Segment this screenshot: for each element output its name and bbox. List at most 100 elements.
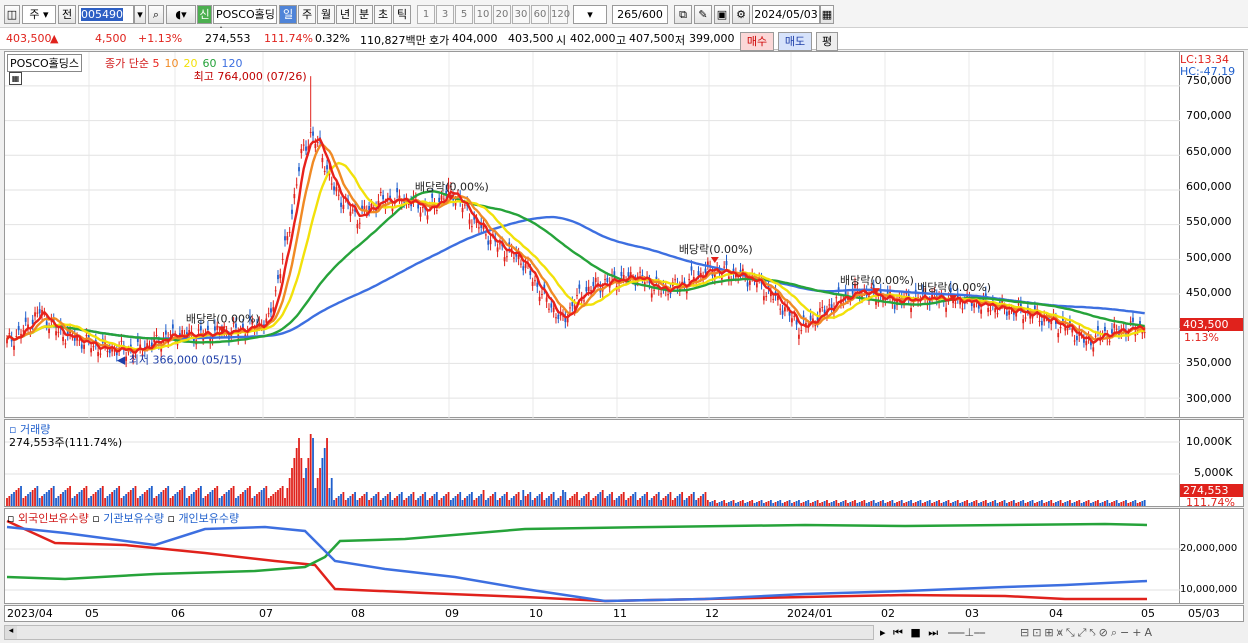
volume-bar xyxy=(375,494,377,506)
count-tab-2[interactable]: 5 xyxy=(455,5,473,24)
code-input[interactable]: 005490 xyxy=(78,5,134,24)
count-tab-3[interactable]: 10 xyxy=(474,5,492,24)
calendar-icon[interactable]: ▦ xyxy=(820,5,834,24)
avg-button[interactable]: 평 xyxy=(816,32,838,51)
scrollbar-track[interactable]: ◂ xyxy=(4,625,874,640)
count-tab-0[interactable]: 1 xyxy=(417,5,435,24)
stock-name[interactable]: POSCO홀딩스 xyxy=(213,5,277,38)
holders-panel[interactable]: ▫ 외국인보유수량 ▫ 기관보유수량 ▫ 개인보유수량 xyxy=(4,508,1181,604)
market-select[interactable]: 주 ▾ xyxy=(22,5,56,24)
candle-body xyxy=(1033,305,1036,310)
period-tab-2[interactable]: 월 xyxy=(317,5,335,24)
period-tab-1[interactable]: 주 xyxy=(298,5,316,24)
count-select[interactable]: ▾ xyxy=(573,5,607,24)
volume-bar xyxy=(886,502,889,506)
candle-body xyxy=(120,340,123,342)
candle-body xyxy=(164,330,167,335)
volume-bar xyxy=(393,498,396,506)
candle-body xyxy=(111,347,114,352)
volume-bar xyxy=(826,500,828,506)
candle-body xyxy=(697,271,700,276)
window-icon[interactable]: ◫ xyxy=(4,5,20,24)
prev-button[interactable]: 전 xyxy=(58,5,76,24)
candle-body xyxy=(970,301,973,307)
volume-bar xyxy=(777,501,779,506)
period-tab-4[interactable]: 분 xyxy=(355,5,373,24)
volume-bar xyxy=(615,498,618,506)
volume-bar xyxy=(704,492,707,506)
volume-bar xyxy=(905,502,908,506)
volume-bar xyxy=(281,486,284,506)
volume-bar xyxy=(1045,502,1048,506)
date-field[interactable]: 2024/05/03 xyxy=(752,5,820,24)
period-tab-6[interactable]: 틱 xyxy=(393,5,411,24)
volume-bar xyxy=(368,500,370,506)
volume-bar xyxy=(29,492,32,506)
volume-bar xyxy=(762,503,765,506)
draw-icon[interactable]: ✎ xyxy=(694,5,712,24)
buy-button[interactable]: 매수 xyxy=(740,32,774,51)
volume-bar xyxy=(786,501,789,506)
range-field[interactable]: 265/600 xyxy=(612,5,668,24)
volume-bar xyxy=(699,496,702,506)
volume-bar xyxy=(706,500,709,506)
volume-bar xyxy=(1029,501,1032,506)
candle-body xyxy=(356,223,359,229)
count-tab-7[interactable]: 120 xyxy=(550,5,570,24)
candle-body xyxy=(613,271,616,276)
volume-bar xyxy=(1129,502,1132,506)
code-dropdown-icon[interactable]: ▾ xyxy=(134,5,146,24)
dividend-marker xyxy=(949,295,958,302)
chart-type-icon[interactable]: ⧉ xyxy=(674,5,692,24)
candle-body xyxy=(281,258,284,260)
count-tab-4[interactable]: 20 xyxy=(493,5,511,24)
price-panel[interactable]: 최고 764,000 (07/26) ◀ 최저 366,000 (05/15) 배당… xyxy=(4,51,1181,419)
tool-icons[interactable]: ⊟⊡⊞⩙⤡⤢⤣⊘⌕−+A xyxy=(1020,626,1155,639)
volume-bar xyxy=(522,490,525,506)
candle-body xyxy=(1008,310,1011,315)
grid-icon[interactable]: ▦ xyxy=(9,72,22,85)
volume-bar xyxy=(779,500,782,506)
volume-bar xyxy=(643,494,646,506)
date-label-0: 2023/04 xyxy=(7,607,53,620)
zoom-slider[interactable]: ⎯⎯⎯⊥⎯⎯ xyxy=(948,626,986,639)
volume-bar xyxy=(414,500,417,506)
sound-icon[interactable]: ◖▾ xyxy=(166,5,196,24)
volume-bar xyxy=(426,500,429,506)
sell-button[interactable]: 매도 xyxy=(778,32,812,51)
candle-body xyxy=(333,186,335,191)
volume-bar xyxy=(492,494,494,506)
period-tab-3[interactable]: 년 xyxy=(336,5,354,24)
volume-bar xyxy=(372,496,375,506)
period-tab-5[interactable]: 초 xyxy=(374,5,392,24)
candle-body xyxy=(1069,319,1071,324)
period-tab-0[interactable]: 일 xyxy=(279,5,297,24)
dividend-label: 배당락(0.00%) xyxy=(840,274,914,287)
indicator-name: 종가 단순 xyxy=(105,57,149,70)
candle-body xyxy=(830,304,833,309)
volume-bar xyxy=(466,496,469,506)
volume-panel[interactable]: ▫ 거래량 274,553주(111.74%) xyxy=(4,419,1181,507)
count-tab-6[interactable]: 60 xyxy=(531,5,549,24)
volume-bar xyxy=(316,478,319,506)
scroll-controls[interactable]: ▸ ⏮ ■ ⏭ xyxy=(880,626,941,639)
volume-bar xyxy=(907,501,910,506)
hc-label: HC:-47.19 xyxy=(1180,65,1236,78)
candle-body xyxy=(249,316,251,321)
volume-bar xyxy=(274,492,277,506)
volume-bar xyxy=(197,488,200,506)
search-icon[interactable]: ⌕ xyxy=(148,5,164,24)
volume-bar xyxy=(664,496,667,506)
volume-bar xyxy=(223,494,226,506)
count-tab-1[interactable]: 3 xyxy=(436,5,454,24)
volume-bar xyxy=(71,498,74,506)
gear-icon[interactable]: ⚙ xyxy=(732,5,750,24)
toolbar: ◫ 주 ▾ 전 005490 ▾ ⌕ ◖▾ 신 POSCO홀딩스 일주월년분초틱… xyxy=(0,0,1248,38)
legend-ma-10: 10 xyxy=(164,57,179,70)
candle-body xyxy=(823,309,826,314)
volume-bar xyxy=(153,498,156,506)
volume-bar xyxy=(69,486,71,506)
scroll-left-icon[interactable]: ◂ xyxy=(5,626,17,639)
count-tab-5[interactable]: 30 xyxy=(512,5,530,24)
save-icon[interactable]: ▣ xyxy=(714,5,730,24)
